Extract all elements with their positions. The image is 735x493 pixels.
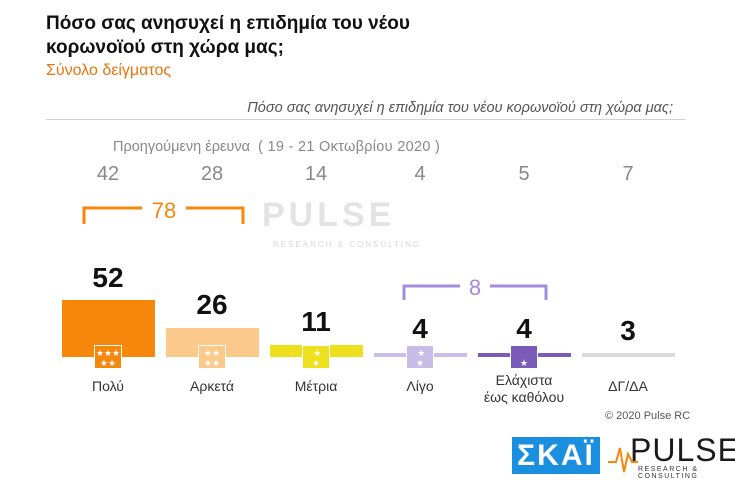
prev-value-3: 4 <box>414 163 426 185</box>
pulse-logo: PULSE <box>630 432 735 468</box>
cur-value-1: 26 <box>196 289 228 320</box>
category-label-4: Ελάχιστα έως καθόλου <box>474 372 574 406</box>
prev-value-2: 14 <box>304 163 328 185</box>
stars-icon-4: ★ <box>510 345 538 369</box>
category-label-1: Αρκετά <box>190 378 234 394</box>
page-title: Πόσο σας ανησυχεί η επιδημία του νέου κο… <box>46 13 410 58</box>
copyright-text: © 2020 Pulse RC <box>605 410 691 422</box>
previous-survey-label: Προηγούμενη έρευνα <box>113 139 250 155</box>
stars-icon-2: ★ ★ <box>302 345 330 369</box>
page-subtitle: Σύνολο δείγματος <box>46 62 172 79</box>
category-label-3: Λίγο <box>406 378 434 394</box>
cur-value-0: 52 <box>92 262 124 293</box>
stars-icon-3: ★ ★ <box>406 345 434 369</box>
pulse-logo-tagline: RESEARCH & CONSULTING <box>638 466 699 480</box>
cur-value-4: 4 <box>516 313 532 344</box>
bar-5 <box>582 353 675 357</box>
group-label-1: 8 <box>460 275 490 301</box>
category-label-4-line2: έως καθόλου <box>483 389 565 405</box>
category-label-5: ΔΓ/ΔΑ <box>608 378 648 394</box>
group-label-0: 78 <box>142 198 186 224</box>
prev-value-1: 28 <box>200 163 224 185</box>
stars-icon-1: ★★ ★★ <box>198 345 226 369</box>
prev-value-0: 42 <box>96 163 120 185</box>
prev-value-4: 5 <box>518 163 530 185</box>
watermark-tagline: RESEARCH & CONSULTING <box>273 240 422 249</box>
stars-icon-0: ★★★ ★★ <box>94 345 122 369</box>
category-label-0: Πολύ <box>92 378 124 394</box>
question-underline <box>46 119 686 120</box>
watermark-logo: PULSE <box>262 196 396 234</box>
question-text: Πόσο σας ανησυχεί η επιδημία του νέου κο… <box>247 100 673 116</box>
cur-value-2: 11 <box>301 306 331 337</box>
previous-survey-title: Προηγούμενη έρευνα ( 19 - 21 Οκτωβρίου 20… <box>113 139 440 155</box>
prev-value-5: 7 <box>622 163 634 185</box>
cur-value-5: 3 <box>620 315 636 346</box>
skai-logo: ΣΚΑΪ <box>512 437 600 474</box>
cur-value-3: 4 <box>412 313 428 344</box>
previous-survey-dates: ( 19 - 21 Οκτωβρίου 2020 ) <box>258 139 441 155</box>
category-label-2: Μέτρια <box>294 378 338 394</box>
category-label-4-line1: Ελάχιστα <box>495 372 553 388</box>
pulse-wave-icon <box>608 447 638 473</box>
